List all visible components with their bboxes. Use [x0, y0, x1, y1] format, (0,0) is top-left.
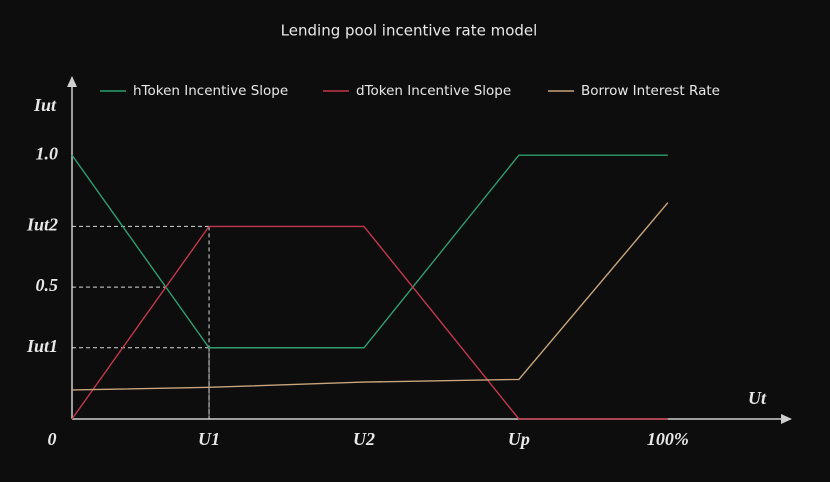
chart-title: Lending pool incentive rate model: [281, 22, 538, 40]
legend-label: hToken Incentive Slope: [133, 83, 288, 99]
x-tick-label: 100%: [647, 429, 689, 449]
y-axis-label: Iut: [33, 95, 57, 115]
x-tick-label: U2: [353, 429, 375, 449]
y-tick-label: Iut2: [26, 215, 58, 235]
legend-label: Borrow Interest Rate: [581, 83, 720, 99]
y-tick-label: Iut1: [26, 336, 58, 356]
x-tick-label: 0: [48, 429, 57, 449]
x-tick-label: Up: [508, 429, 530, 449]
y-tick-label: 1.0: [36, 143, 59, 163]
y-tick-label: 0.5: [36, 275, 59, 295]
x-axis-arrow: [781, 414, 792, 424]
x-tick-label: U1: [198, 429, 220, 449]
series-line: [71, 202, 669, 391]
series-line: [71, 154, 668, 349]
legend-label: dToken Incentive Slope: [356, 83, 511, 99]
x-axis-label: Ut: [748, 388, 767, 408]
y-axis-arrow: [67, 76, 77, 87]
series-line: [71, 225, 668, 420]
